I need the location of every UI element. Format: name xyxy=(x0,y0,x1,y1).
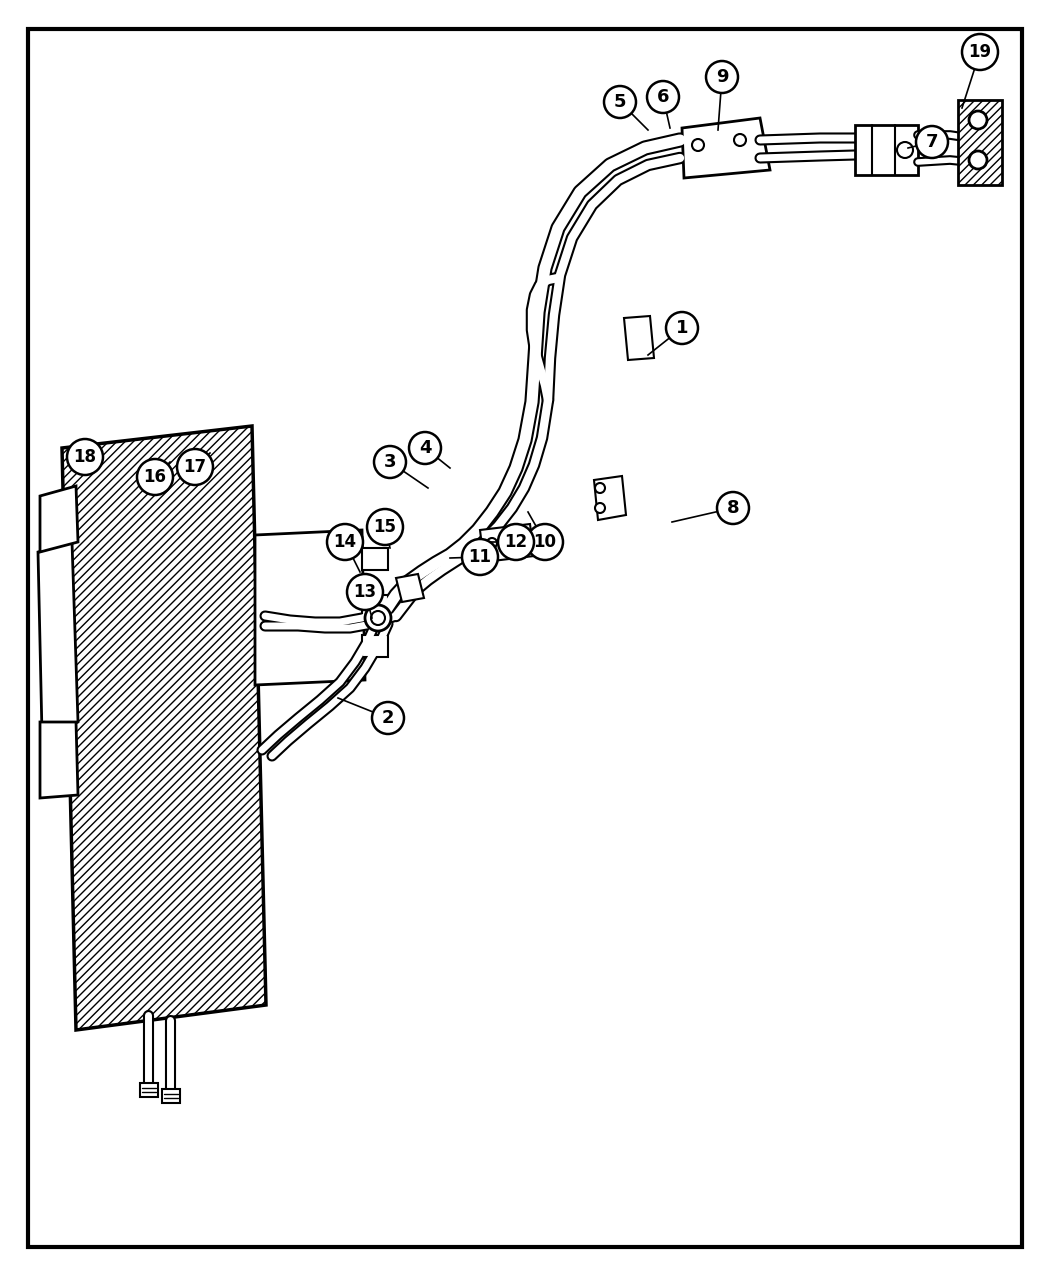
Polygon shape xyxy=(624,316,654,360)
Polygon shape xyxy=(682,119,770,179)
Polygon shape xyxy=(362,595,388,617)
Circle shape xyxy=(717,492,749,524)
Text: 10: 10 xyxy=(533,533,556,551)
Text: 6: 6 xyxy=(656,88,669,106)
Polygon shape xyxy=(40,722,78,798)
Polygon shape xyxy=(396,574,424,602)
Text: 18: 18 xyxy=(74,448,97,465)
Circle shape xyxy=(517,534,527,544)
Circle shape xyxy=(372,703,404,734)
Circle shape xyxy=(969,150,987,170)
Circle shape xyxy=(969,111,987,129)
Text: 3: 3 xyxy=(383,453,396,470)
Text: 16: 16 xyxy=(144,468,167,486)
Circle shape xyxy=(136,459,173,495)
Circle shape xyxy=(604,85,636,119)
Polygon shape xyxy=(362,635,388,657)
Circle shape xyxy=(527,524,563,560)
Circle shape xyxy=(916,126,948,158)
Circle shape xyxy=(706,61,738,93)
Circle shape xyxy=(498,524,534,560)
Circle shape xyxy=(365,606,391,631)
Circle shape xyxy=(462,539,498,575)
Bar xyxy=(162,1089,180,1103)
Polygon shape xyxy=(594,476,626,520)
Circle shape xyxy=(368,509,403,544)
Text: 15: 15 xyxy=(374,518,397,536)
Polygon shape xyxy=(855,125,918,175)
Circle shape xyxy=(67,439,103,476)
Text: 7: 7 xyxy=(926,133,939,150)
Text: 9: 9 xyxy=(716,68,729,85)
Circle shape xyxy=(647,82,679,113)
Circle shape xyxy=(487,538,497,548)
Text: 5: 5 xyxy=(614,93,626,111)
Bar xyxy=(140,1082,158,1096)
Text: 19: 19 xyxy=(968,43,991,61)
Text: 12: 12 xyxy=(504,533,527,551)
Circle shape xyxy=(666,312,698,344)
Circle shape xyxy=(177,449,213,484)
Polygon shape xyxy=(480,524,534,562)
Text: 4: 4 xyxy=(419,439,432,456)
Text: 11: 11 xyxy=(468,548,491,566)
Polygon shape xyxy=(38,542,78,734)
Circle shape xyxy=(897,142,914,158)
Polygon shape xyxy=(62,426,266,1030)
Circle shape xyxy=(371,611,385,625)
Circle shape xyxy=(327,524,363,560)
Text: 2: 2 xyxy=(382,709,394,727)
Circle shape xyxy=(692,139,704,150)
Circle shape xyxy=(410,432,441,464)
Text: 14: 14 xyxy=(334,533,357,551)
Text: 17: 17 xyxy=(184,458,207,476)
Circle shape xyxy=(962,34,998,70)
Polygon shape xyxy=(255,530,365,685)
Circle shape xyxy=(595,504,605,513)
Text: 1: 1 xyxy=(676,319,688,337)
Circle shape xyxy=(595,483,605,493)
Circle shape xyxy=(346,574,383,609)
Text: 8: 8 xyxy=(727,499,739,516)
Polygon shape xyxy=(362,548,388,570)
Text: 13: 13 xyxy=(354,583,377,601)
Circle shape xyxy=(734,134,745,147)
Polygon shape xyxy=(40,486,78,552)
Polygon shape xyxy=(958,99,1002,185)
Circle shape xyxy=(374,446,406,478)
